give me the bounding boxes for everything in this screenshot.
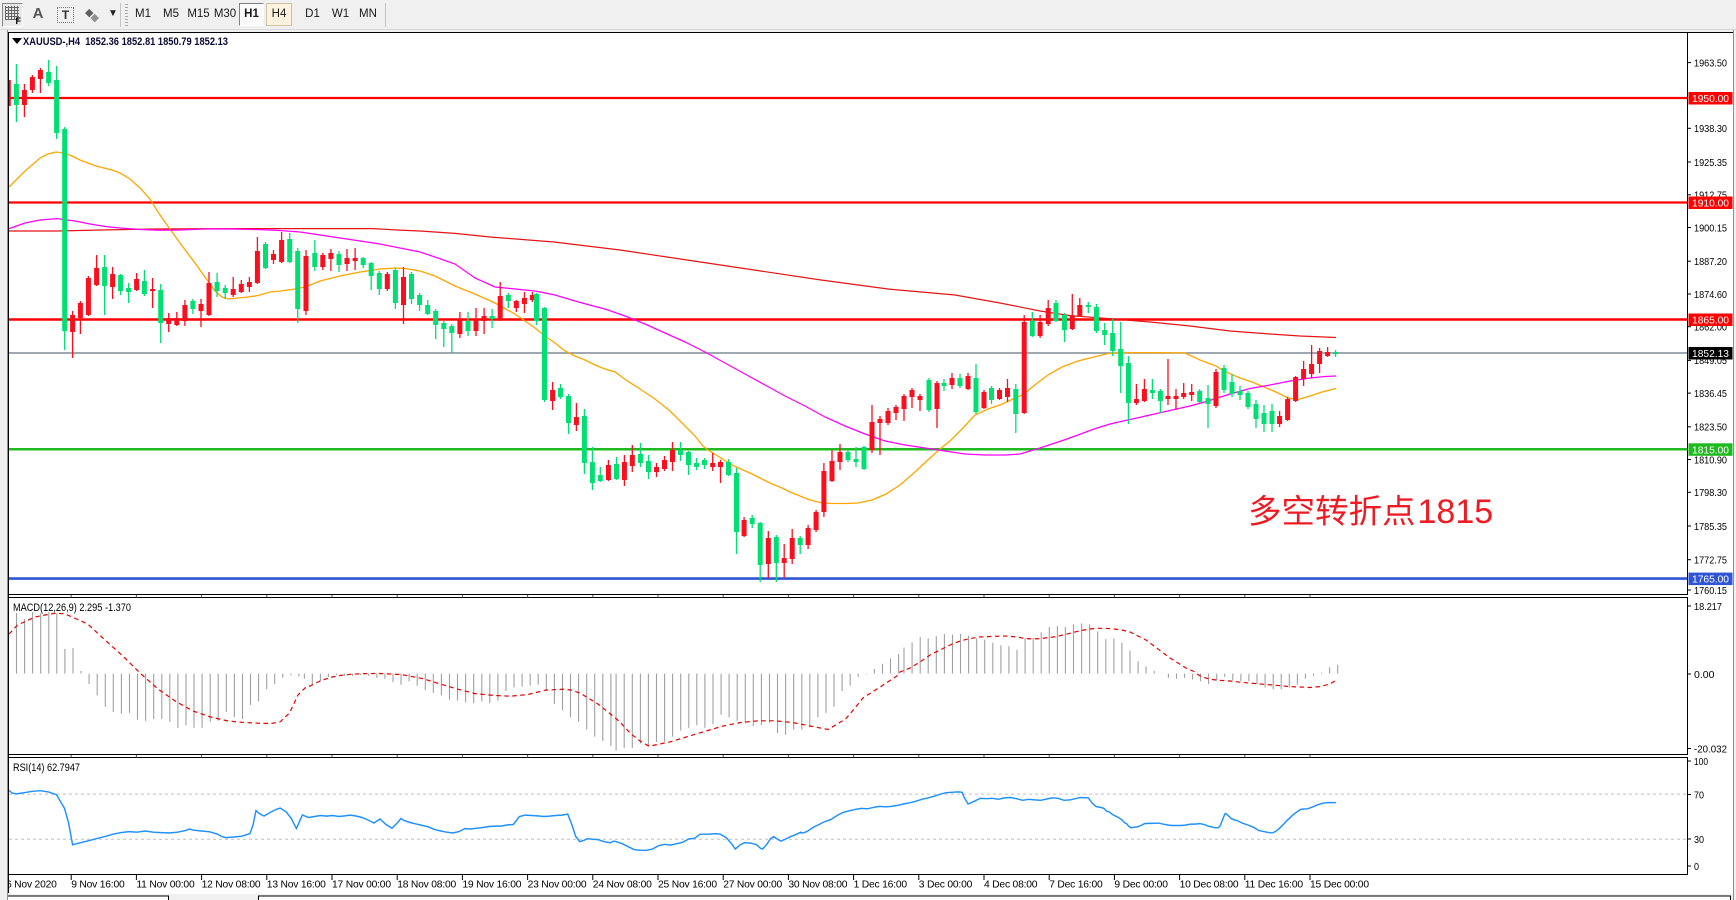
svg-text:70: 70 <box>1694 789 1704 801</box>
svg-text:0.00: 0.00 <box>1694 669 1715 681</box>
svg-text:1865.00: 1865.00 <box>1692 315 1729 327</box>
svg-text:1900.15: 1900.15 <box>1694 222 1727 234</box>
svg-text:23 Nov 00:00: 23 Nov 00:00 <box>528 880 587 891</box>
svg-text:1938.30: 1938.30 <box>1694 123 1727 135</box>
svg-text:25 Nov 16:00: 25 Nov 16:00 <box>658 880 717 891</box>
svg-text:1810.90: 1810.90 <box>1694 454 1727 466</box>
svg-text:1785.35: 1785.35 <box>1694 521 1727 533</box>
svg-text:100: 100 <box>1694 756 1708 768</box>
svg-text:9 Nov 16:00: 9 Nov 16:00 <box>71 880 125 891</box>
svg-text:13 Nov 16:00: 13 Nov 16:00 <box>267 880 326 891</box>
svg-text:-20.032: -20.032 <box>1694 743 1727 755</box>
svg-text:9 Dec 00:00: 9 Dec 00:00 <box>1114 880 1168 891</box>
svg-text:27 Nov 00:00: 27 Nov 00:00 <box>723 880 782 891</box>
svg-text:RSI(14) 62.7947: RSI(14) 62.7947 <box>13 762 80 774</box>
svg-text:1874.60: 1874.60 <box>1694 289 1727 301</box>
svg-text:1836.45: 1836.45 <box>1694 388 1727 400</box>
svg-text:1925.35: 1925.35 <box>1694 157 1727 169</box>
svg-text:1815.00: 1815.00 <box>1692 444 1729 456</box>
svg-text:11 Dec 16:00: 11 Dec 16:00 <box>1245 880 1304 891</box>
svg-text:1823.50: 1823.50 <box>1694 422 1727 434</box>
svg-text:1798.30: 1798.30 <box>1694 487 1727 499</box>
svg-text:7 Dec 16:00: 7 Dec 16:00 <box>1049 880 1103 891</box>
svg-text:6 Nov 2020: 6 Nov 2020 <box>6 880 57 891</box>
svg-text:1950.00: 1950.00 <box>1692 93 1729 105</box>
svg-text:0: 0 <box>1694 861 1699 873</box>
svg-text:1852.13: 1852.13 <box>1692 348 1729 360</box>
svg-text:12 Nov 08:00: 12 Nov 08:00 <box>202 880 261 891</box>
svg-text:4 Dec 08:00: 4 Dec 08:00 <box>984 880 1038 891</box>
svg-text:24 Nov 08:00: 24 Nov 08:00 <box>593 880 652 891</box>
svg-text:1963.50: 1963.50 <box>1694 57 1727 69</box>
svg-text:XAUUSD-,H4 1852.36 1852.81 18: XAUUSD-,H4 1852.36 1852.81 1850.79 1852.… <box>23 36 228 48</box>
svg-text:1760.15: 1760.15 <box>1694 585 1727 597</box>
svg-text:19 Nov 16:00: 19 Nov 16:00 <box>462 880 521 891</box>
svg-text:MACD(12,26,9) 2.295 -1.370: MACD(12,26,9) 2.295 -1.370 <box>13 602 131 614</box>
svg-text:30: 30 <box>1694 834 1704 846</box>
svg-text:1910.00: 1910.00 <box>1692 198 1729 210</box>
svg-text:17 Nov 00:00: 17 Nov 00:00 <box>332 880 391 891</box>
svg-text:1 Dec 16:00: 1 Dec 16:00 <box>854 880 908 891</box>
svg-text:18.217: 18.217 <box>1694 601 1722 613</box>
svg-text:15 Dec 00:00: 15 Dec 00:00 <box>1310 880 1369 891</box>
svg-text:30 Nov 08:00: 30 Nov 08:00 <box>788 880 847 891</box>
svg-text:1772.75: 1772.75 <box>1694 555 1727 567</box>
svg-text:18 Nov 08:00: 18 Nov 08:00 <box>397 880 456 891</box>
svg-text:10 Dec 08:00: 10 Dec 08:00 <box>1180 880 1239 891</box>
svg-text:1815: 1815 <box>1418 493 1494 531</box>
svg-text:11 Nov 00:00: 11 Nov 00:00 <box>136 880 195 891</box>
svg-text:1765.00: 1765.00 <box>1692 574 1729 586</box>
svg-text:1887.20: 1887.20 <box>1694 256 1727 268</box>
svg-text:3 Dec 00:00: 3 Dec 00:00 <box>919 880 973 891</box>
